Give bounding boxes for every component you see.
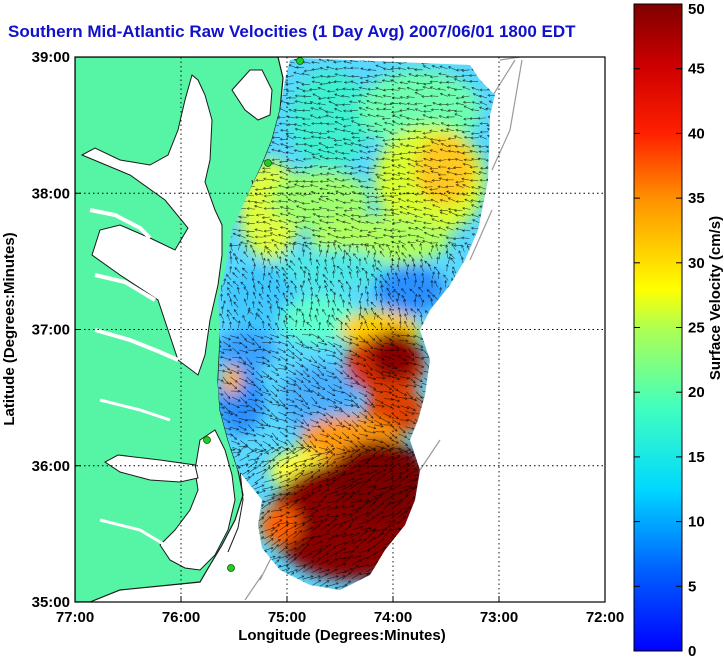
colorbar-tick-label: 25 bbox=[688, 320, 705, 337]
colorbar-tick-label: 50 bbox=[688, 1, 705, 18]
y-tick-label: 35:00 bbox=[32, 594, 70, 611]
x-tick-label: 72:00 bbox=[586, 609, 624, 626]
colorbar-ticks: 0 5 10 15 20 25 30 35 40 45 50 bbox=[634, 1, 705, 659]
colorbar-overlap bbox=[605, 18, 635, 46]
colorbar-tick-label: 40 bbox=[688, 125, 705, 142]
colorbar-tick-label: 10 bbox=[688, 514, 705, 531]
colorbar-label: Surface Velocity (cm/s) bbox=[707, 216, 724, 380]
radar-site-marker bbox=[296, 57, 304, 65]
y-tick-label: 38:00 bbox=[32, 185, 70, 202]
colorbar-tick-label: 45 bbox=[688, 61, 705, 78]
x-tick-label: 76:00 bbox=[162, 609, 200, 626]
radar-site-marker bbox=[264, 159, 272, 167]
colorbar: 0 5 10 15 20 25 30 35 40 45 50 Surface Velocity (c… bbox=[633, 1, 724, 659]
colorbar-tick-label: 0 bbox=[688, 643, 696, 659]
colorbar-scale bbox=[634, 4, 682, 651]
x-axis: 77:00 76:00 75:00 74:00 73:00 72:00 bbox=[56, 596, 624, 626]
y-tick-label: 36:00 bbox=[32, 458, 70, 475]
y-axis-label: Latitude (Degrees:Minutes) bbox=[1, 232, 18, 425]
x-tick-label: 74:00 bbox=[374, 609, 412, 626]
colorbar-tick-label: 15 bbox=[688, 449, 705, 466]
radar-sites bbox=[203, 57, 304, 572]
colorbar-tick-label: 5 bbox=[688, 578, 696, 595]
x-axis-label: Longitude (Degrees:Minutes) bbox=[238, 627, 446, 644]
radar-site-marker bbox=[203, 436, 211, 444]
plot-grid bbox=[75, 57, 605, 602]
colorbar-tick-label: 30 bbox=[688, 255, 705, 272]
colorbar-tick-label: 35 bbox=[688, 190, 705, 207]
radar-site-marker bbox=[227, 564, 235, 572]
x-tick-label: 73:00 bbox=[480, 609, 518, 626]
x-tick-label: 75:00 bbox=[268, 609, 306, 626]
colorbar-tick-label: 20 bbox=[688, 384, 705, 401]
chart-title: Southern Mid-Atlantic Raw Velocities (1 … bbox=[8, 22, 576, 41]
x-tick-label: 77:00 bbox=[56, 609, 94, 626]
y-axis: 35:00 36:00 37:00 38:00 39:00 bbox=[32, 49, 81, 611]
y-tick-label: 37:00 bbox=[32, 322, 70, 339]
y-tick-label: 39:00 bbox=[32, 49, 70, 66]
